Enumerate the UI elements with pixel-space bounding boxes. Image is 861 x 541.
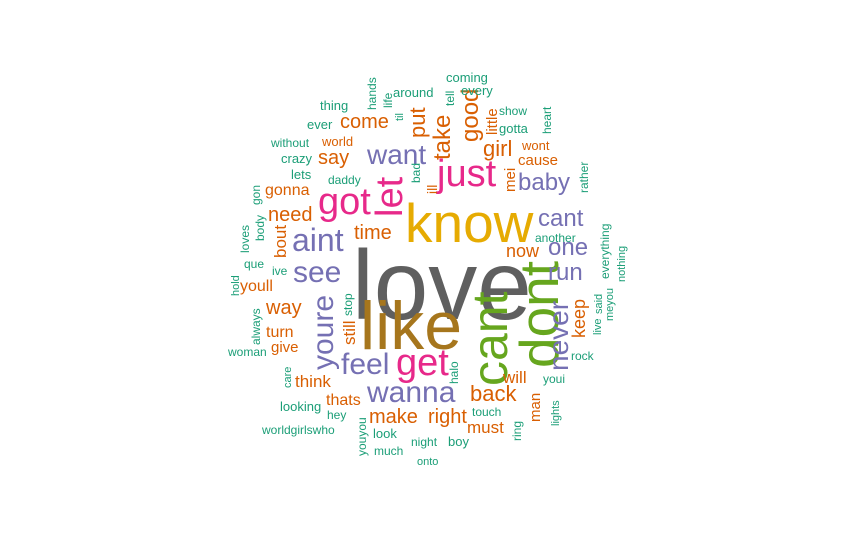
word-take: take (429, 114, 456, 160)
word-run: run (548, 259, 583, 286)
word-touch: touch (472, 405, 502, 419)
word-worldgirlswho: worldgirlswho (262, 423, 335, 437)
word-care: care (282, 366, 294, 388)
word-little: little (484, 108, 501, 135)
word-wont: wont (522, 138, 550, 153)
word-turn: turn (266, 324, 294, 341)
word-man: man (527, 392, 544, 422)
word-will: will (503, 368, 527, 387)
word-come: come (340, 111, 389, 133)
word-meyou: meyou (604, 287, 616, 321)
word-another: another (535, 231, 576, 245)
word-youyou: youyou (355, 417, 369, 456)
word-body: body (253, 214, 267, 241)
word-boy: boy (448, 434, 469, 449)
word-without: without (271, 136, 310, 150)
word-tell: tell (443, 90, 457, 106)
word-gotta: gotta (499, 121, 528, 136)
word-ring: ring (510, 420, 524, 441)
word-thats: thats (326, 392, 361, 409)
word-woman: woman (228, 345, 267, 359)
word-let: let (369, 176, 411, 217)
word-stop: stop (341, 293, 355, 316)
word-ever: ever (307, 117, 333, 132)
word-que: que (244, 257, 265, 271)
word-world: world (322, 134, 354, 149)
word-show: show (499, 104, 528, 118)
word-night: night (411, 435, 438, 449)
word-hands: hands (365, 77, 379, 110)
word-hold: hold (230, 275, 242, 296)
word-youre: youre (307, 294, 340, 370)
word-make: make (369, 406, 418, 428)
word-coming: coming (446, 70, 488, 85)
word-like: like (360, 288, 463, 364)
word-onto: onto (417, 456, 439, 468)
word-always: always (249, 308, 263, 345)
word-life: life (381, 92, 395, 108)
word-ill: ill (424, 184, 440, 194)
word-much: much (374, 444, 404, 458)
word-give: give (271, 339, 299, 356)
word-heart: heart (540, 106, 554, 134)
word-still: still (340, 320, 359, 345)
word-look: look (373, 426, 397, 441)
word-aint: aint (292, 222, 344, 258)
word-cant-small: cant (538, 205, 584, 232)
word-one: one (548, 234, 589, 261)
word-everything: everything (598, 223, 612, 279)
word-cause: cause (518, 152, 559, 169)
word-back: back (470, 381, 517, 406)
word-rock: rock (571, 349, 594, 363)
word-lets: lets (291, 167, 312, 182)
word-hey: hey (327, 408, 347, 422)
word-loves: loves (238, 224, 252, 253)
word-live: live (592, 318, 604, 335)
word-need: need (268, 204, 313, 226)
word-girl: girl (483, 136, 513, 161)
word-know: know (405, 192, 534, 254)
word-gon: gon (249, 184, 263, 205)
word-gonna: gonna (265, 182, 310, 199)
word-think: think (295, 372, 331, 391)
word-see: see (293, 256, 342, 289)
word-lights: lights (550, 400, 562, 426)
word-say: say (318, 147, 350, 169)
word-love: love (352, 230, 532, 340)
word-way: way (266, 297, 302, 319)
word-keep: keep (569, 298, 589, 338)
word-daddy: daddy (328, 173, 361, 187)
word-thing: thing (320, 98, 349, 113)
word-rather: rather (577, 161, 591, 193)
word-youll: youll (240, 278, 273, 295)
word-get: get (396, 342, 449, 384)
word-mei: mei (502, 167, 519, 192)
word-nothing: nothing (616, 245, 628, 282)
word-time: time (354, 222, 392, 244)
word-feel: feel (341, 348, 390, 381)
word-halo: halo (447, 361, 461, 384)
word-every: every (461, 83, 493, 98)
word-around: around (393, 85, 434, 100)
word-til: til (394, 113, 406, 121)
word-right: right (428, 406, 467, 428)
word-must: must (467, 418, 504, 437)
word-want: want (367, 139, 427, 170)
word-wanna: wanna (367, 376, 456, 409)
word-bad: bad (409, 162, 423, 183)
word-bout: bout (271, 224, 290, 258)
word-youi: youi (543, 372, 566, 386)
word-crazy: crazy (281, 151, 313, 166)
word-looking: looking (280, 399, 322, 414)
word-put: put (405, 107, 430, 138)
word-now: now (506, 241, 540, 261)
word-ive: ive (272, 264, 288, 278)
word-just: just (437, 153, 497, 195)
word-baby: baby (518, 169, 571, 196)
word-got: got (318, 181, 371, 223)
